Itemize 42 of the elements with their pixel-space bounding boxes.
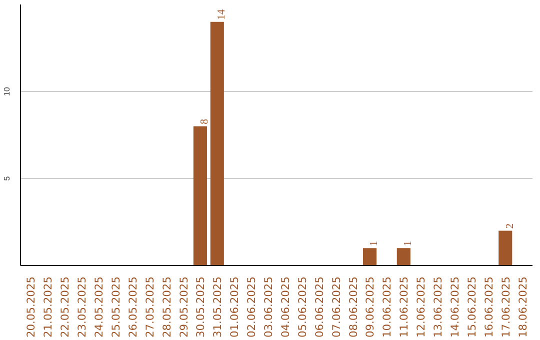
x-tick-label: 09.06.2025 [364, 276, 377, 338]
x-tick-label: 28.05.2025 [160, 276, 174, 338]
x-tick-label: 29.05.2025 [177, 276, 190, 338]
x-tick-label: 02.06.2025 [245, 276, 258, 338]
bar [210, 22, 224, 266]
x-tick-label: 27.05.2025 [143, 276, 156, 338]
x-tick-label: 15.06.2025 [465, 276, 478, 338]
x-tick-label: 01.06.2025 [228, 276, 242, 338]
bar [498, 230, 512, 266]
x-tick-label: 05.06.2025 [296, 276, 309, 338]
y-tick-label: 10 [2, 86, 12, 96]
x-tick-label: 04.06.2025 [278, 276, 292, 338]
x-tick-label: 24.05.2025 [92, 276, 106, 338]
x-tick-label: 21.05.2025 [42, 276, 55, 338]
x-tick-label: 26.05.2025 [126, 276, 140, 338]
x-tick-label: 16.06.2025 [482, 276, 496, 338]
x-tick-label: 20.05.2025 [24, 276, 38, 338]
x-tick-label: 22.05.2025 [58, 276, 72, 338]
y-tick-label: 5 [2, 176, 12, 181]
x-tick-label: 30.05.2025 [194, 276, 208, 338]
x-tick-label: 10.06.2025 [380, 276, 394, 338]
x-tick-label: 13.06.2025 [432, 276, 445, 338]
x-tick-label: 14.06.2025 [448, 276, 462, 338]
data-label: 1 [369, 240, 380, 246]
x-tick-label: 07.06.2025 [330, 276, 343, 338]
bar [193, 126, 207, 266]
x-tick-label: 03.06.2025 [262, 276, 276, 338]
x-tick-label: 12.06.2025 [414, 276, 428, 338]
x-tick-label: 23.05.2025 [76, 276, 89, 338]
x-tick-label: 06.06.2025 [312, 276, 326, 338]
bar [396, 248, 410, 266]
x-tick-label: 08.06.2025 [346, 276, 360, 338]
x-tick-label: 18.06.2025 [516, 276, 530, 338]
data-label: 2 [504, 223, 516, 229]
data-label: 14 [216, 8, 228, 20]
x-tick-label: 17.06.2025 [499, 276, 512, 338]
bar [362, 248, 377, 266]
x-tick-label: 11.06.2025 [398, 276, 411, 338]
x-tick-label: 25.05.2025 [109, 276, 122, 338]
data-label: 1 [403, 240, 414, 246]
data-label: 8 [200, 118, 211, 124]
x-tick-label: 31.05.2025 [211, 276, 224, 338]
